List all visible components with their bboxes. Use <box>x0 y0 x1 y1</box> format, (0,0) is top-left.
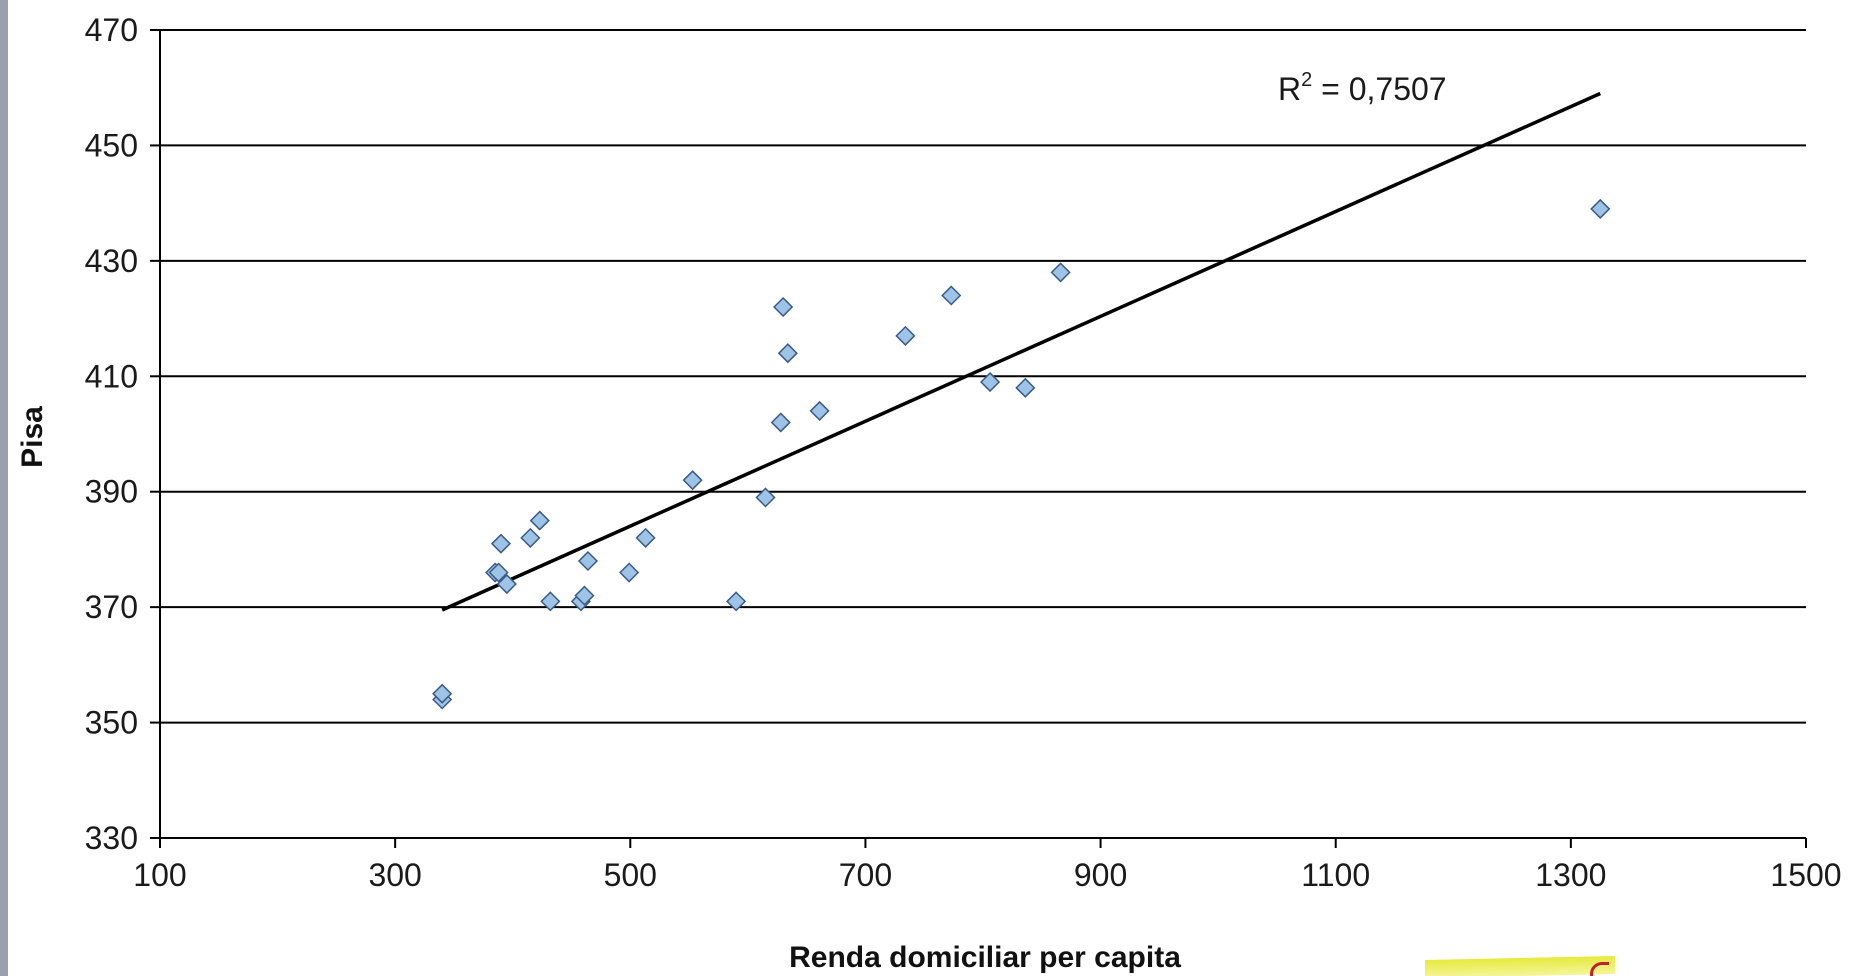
scatter-point <box>770 412 791 433</box>
x-tick-label: 500 <box>604 857 657 893</box>
scatter-point <box>577 550 599 572</box>
r-squared-value: = 0,7507 <box>1312 71 1446 107</box>
scatter-point <box>1015 377 1036 398</box>
x-tick-label: 900 <box>1074 857 1127 893</box>
scatter-point <box>488 562 509 583</box>
scatter-point <box>773 296 794 318</box>
scatter-point <box>619 562 640 583</box>
scatter-point <box>529 510 550 531</box>
label-layer: 330 350 370 390 410 430 450 470 100 300 500 700 900 1… <box>85 12 1842 893</box>
scatter-point <box>726 591 747 612</box>
scatter-point <box>682 470 703 491</box>
left-border-strip <box>0 0 8 976</box>
scatter-point <box>1590 198 1611 219</box>
x-axis-title: Renda domiciliar per capita <box>789 941 1181 974</box>
scatter-point <box>520 527 541 548</box>
x-tick-label: 100 <box>133 857 186 893</box>
y-tick-label: 370 <box>85 589 138 625</box>
x-tick-label: 1500 <box>1770 857 1841 893</box>
y-tick-label: 390 <box>85 474 138 510</box>
scatter-point <box>1050 262 1071 283</box>
scatter-point <box>895 325 916 346</box>
sticky-note-fragment <box>1425 956 1615 976</box>
y-tick-label: 410 <box>85 358 138 394</box>
y-axis-title: Pisa <box>16 406 49 468</box>
r-squared-letter: R <box>1278 71 1301 107</box>
scatter-point <box>979 371 1001 393</box>
x-tick-label: 1100 <box>1301 857 1370 893</box>
x-tick-label: 300 <box>368 857 421 893</box>
linear-trendline <box>441 91 1601 612</box>
y-tick-label: 470 <box>85 12 138 48</box>
trendline-layer <box>441 91 1601 612</box>
y-tick-label: 330 <box>85 820 138 856</box>
scatter-point <box>941 285 962 306</box>
y-tick-label: 450 <box>85 127 138 163</box>
y-tick-label: 430 <box>85 243 138 279</box>
r-squared-superscript: 2 <box>1301 69 1312 91</box>
y-tick-label: 350 <box>85 705 138 741</box>
axis-layer <box>150 29 1807 848</box>
scatter-point <box>496 573 517 595</box>
grid-layer <box>160 29 1806 724</box>
scatter-point <box>540 591 561 612</box>
scatter-point <box>432 683 453 704</box>
scatter-point <box>809 400 830 421</box>
x-tick-label: 1300 <box>1535 857 1606 893</box>
scatter-point <box>635 527 656 548</box>
x-tick-label: 700 <box>839 857 892 893</box>
scatter-point <box>777 343 798 364</box>
red-mark-icon <box>1590 962 1609 976</box>
point-layer <box>432 198 1611 710</box>
scatter-point <box>755 487 776 508</box>
scatter-point <box>490 533 512 554</box>
r-squared-annotation: R2 = 0,7507 <box>1278 69 1447 107</box>
scatter-point <box>574 585 595 606</box>
